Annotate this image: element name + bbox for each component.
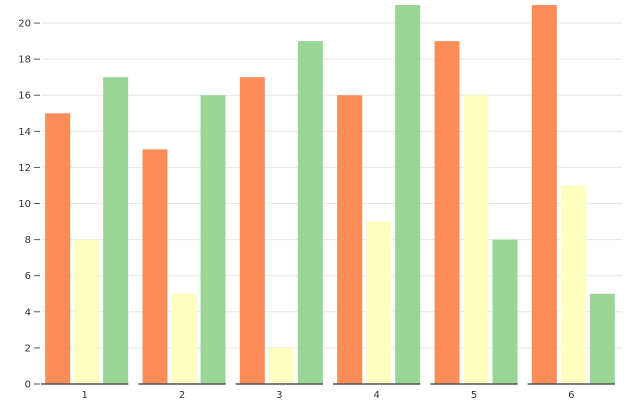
x-tick-label-5: 5: [471, 390, 477, 400]
bar-cat4-series3: [395, 5, 421, 384]
y-tick-label-18: 18: [18, 55, 31, 66]
y-tick-label-6: 6: [25, 271, 31, 282]
y-tick-label-20: 20: [18, 19, 31, 30]
x-tick-label-6: 6: [568, 390, 574, 400]
y-tick-label-8: 8: [25, 235, 31, 246]
y-tick-label-4: 4: [25, 307, 31, 318]
y-tick-label-16: 16: [18, 91, 31, 102]
x-tick-label-3: 3: [276, 390, 282, 400]
bar-cat2-series2: [171, 293, 197, 384]
bar-cat5-series3: [492, 239, 518, 384]
bar-cat5-series2: [463, 95, 489, 384]
bar-cat5-series1: [434, 41, 460, 384]
bars: [45, 5, 615, 385]
bar-cat2-series3: [200, 95, 226, 384]
y-tick-label-12: 12: [18, 163, 31, 174]
x-tick-label-1: 1: [81, 390, 87, 400]
y-tick-label-14: 14: [18, 127, 31, 138]
bar-cat3-series3: [297, 41, 323, 384]
gridlines: [42, 22, 622, 349]
x-tick-label-4: 4: [373, 390, 379, 400]
bar-cat6-series1: [531, 5, 557, 384]
bar-cat1-series2: [74, 239, 100, 384]
y-tick-label-0: 0: [25, 380, 31, 391]
bar-cat4-series2: [366, 221, 392, 384]
bar-cat6-series2: [560, 185, 586, 384]
x-tick-label-2: 2: [179, 390, 185, 400]
bar-cat4-series1: [337, 95, 363, 384]
bar-cat6-series3: [589, 293, 615, 384]
bar-cat1-series3: [103, 77, 129, 384]
y-tick-label-10: 10: [18, 199, 31, 210]
bar-cat2-series1: [142, 149, 168, 384]
bar-cat1-series1: [45, 113, 71, 385]
bar-cat3-series1: [239, 77, 265, 384]
bar-cat3-series2: [268, 347, 294, 384]
y-tick-label-2: 2: [25, 343, 31, 354]
